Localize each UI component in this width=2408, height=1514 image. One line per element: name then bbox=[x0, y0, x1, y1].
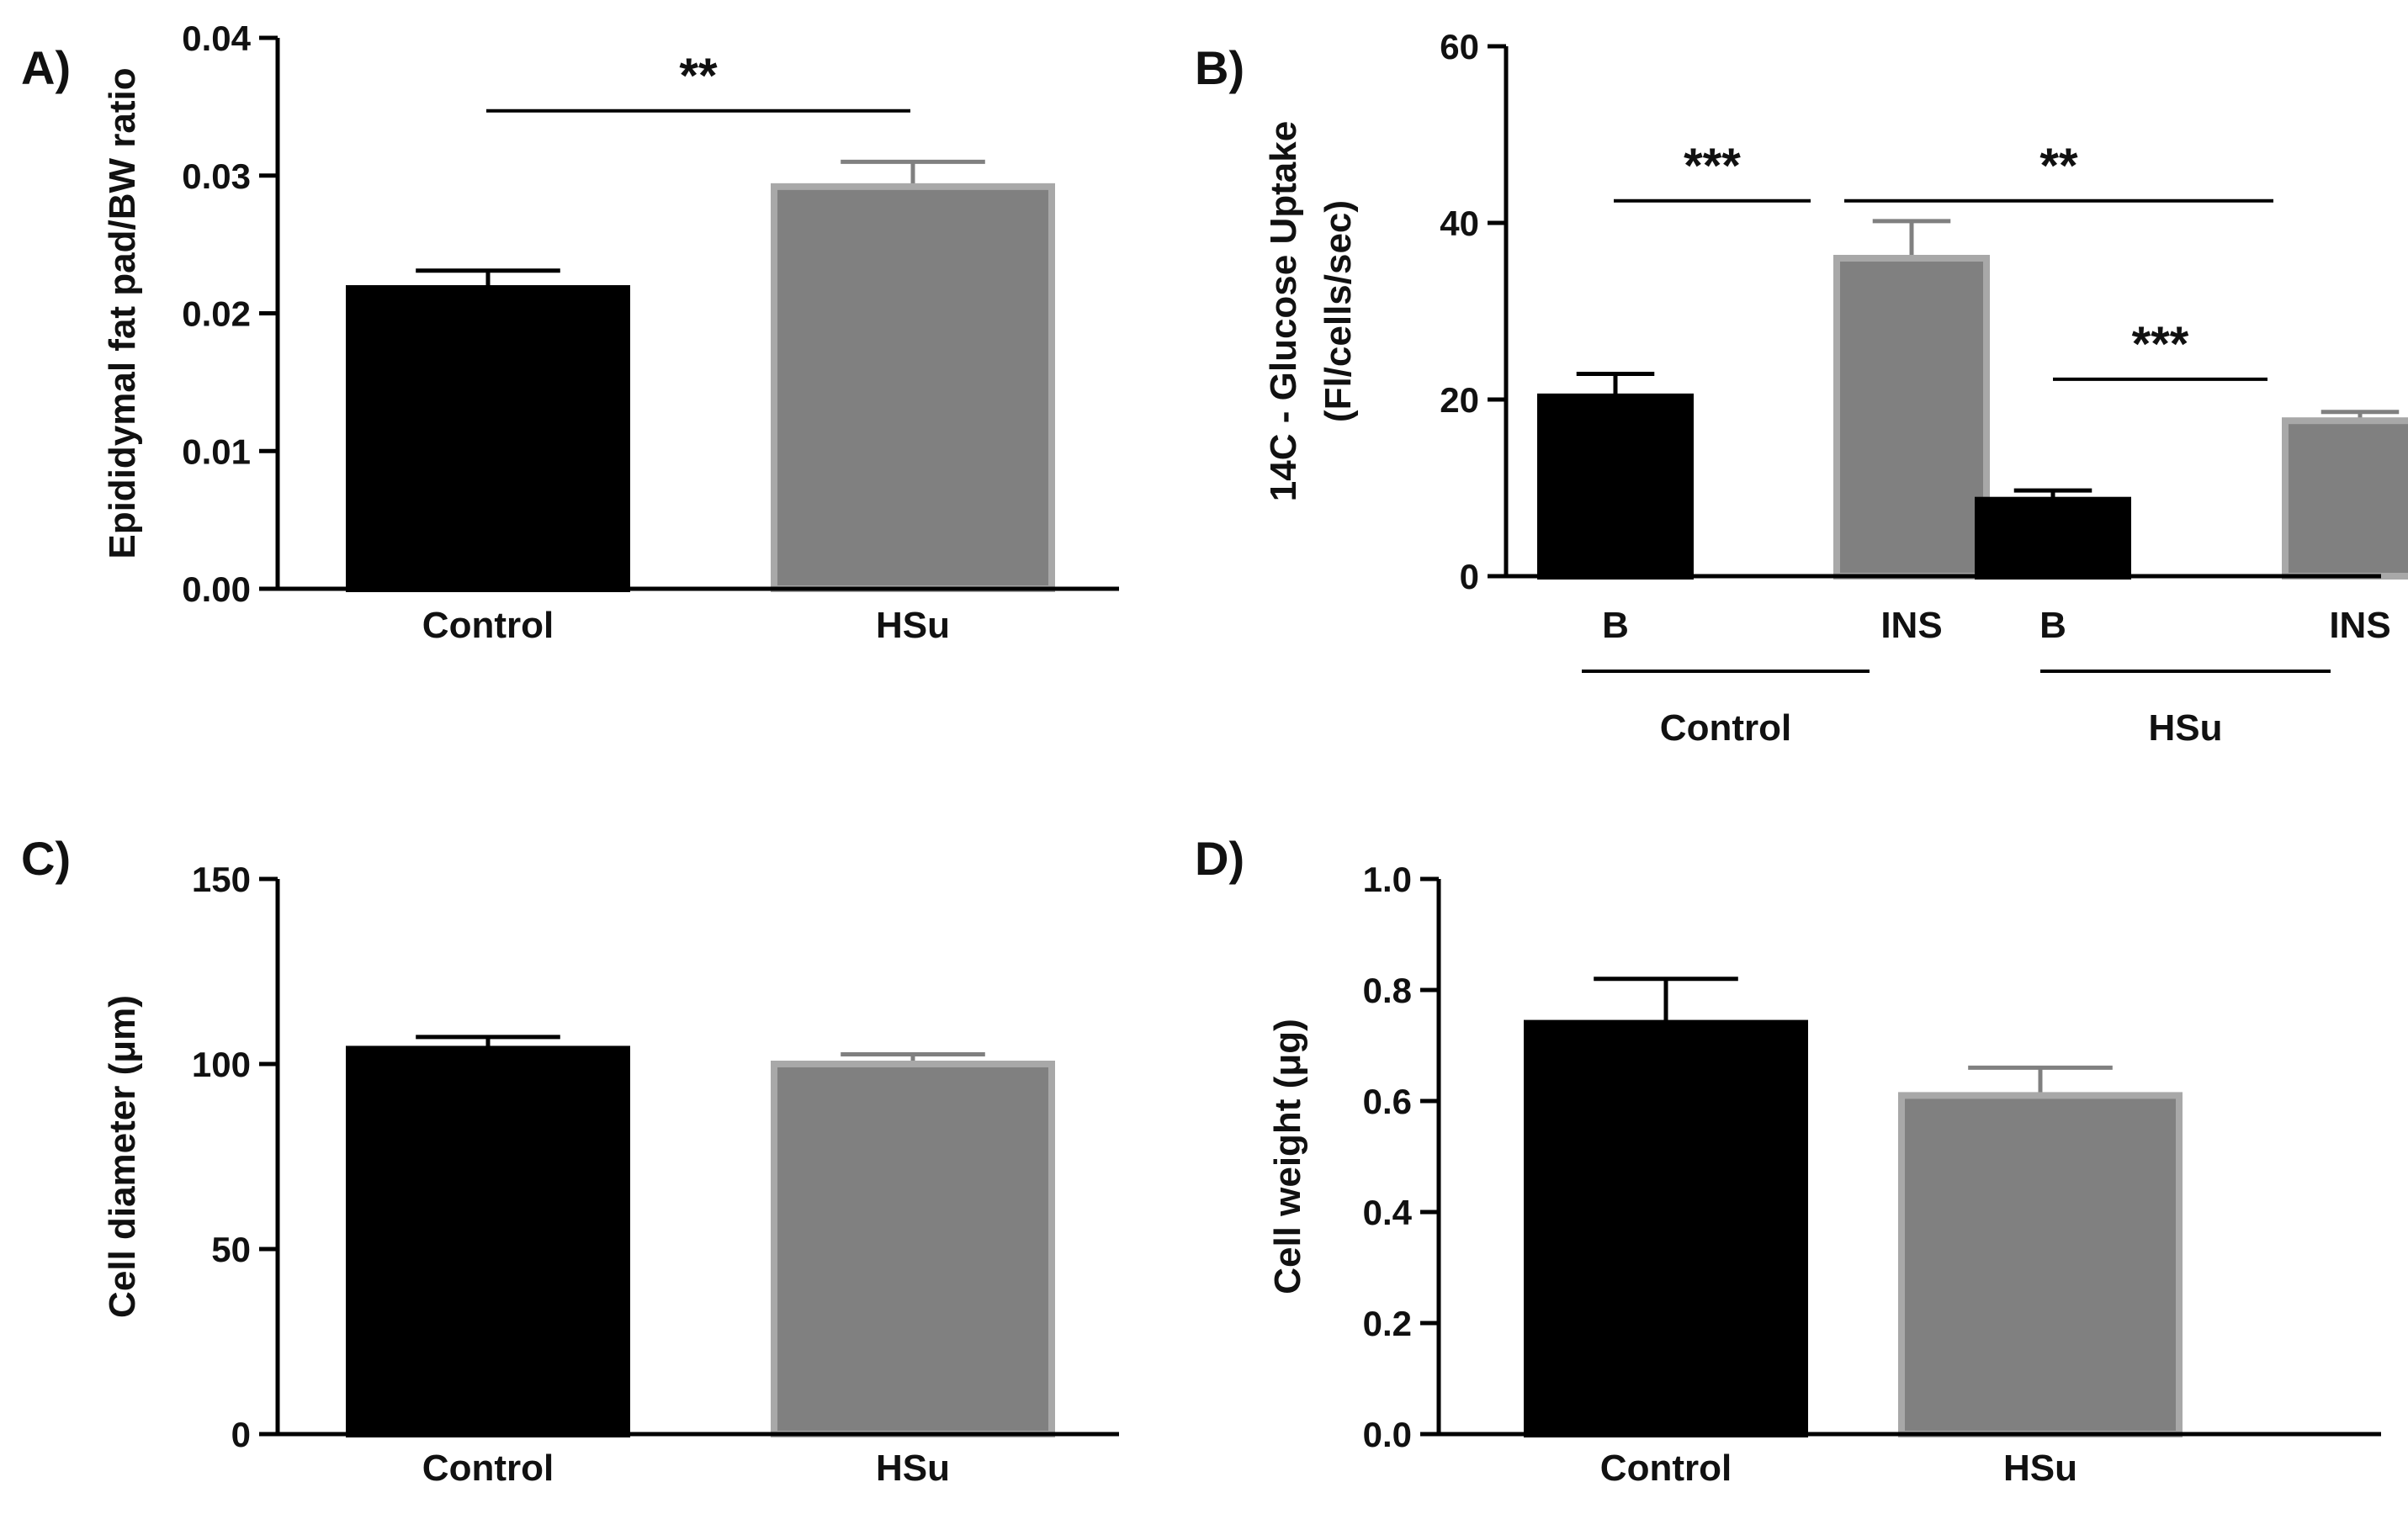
y-tick-label: 0.03 bbox=[182, 156, 251, 196]
y-axis-title: Cell diameter (μm) bbox=[102, 995, 143, 1318]
y-tick-label: 0.6 bbox=[1363, 1082, 1412, 1121]
category-label: HSu bbox=[876, 1448, 950, 1489]
panel-d: D) Cell weight (μg) Control HSu 0.0 0.2 0.4 0.6… bbox=[1195, 832, 2381, 1489]
y-axis-title-units: (Fl/cells/sec) bbox=[1318, 200, 1359, 422]
y-tick-label: 100 bbox=[192, 1045, 251, 1084]
y-tick-label: 60 bbox=[1440, 27, 1479, 66]
bar bbox=[1898, 1092, 2183, 1438]
y-tick-label: 0.8 bbox=[1363, 971, 1412, 1010]
bar bbox=[346, 285, 630, 592]
bar bbox=[1537, 393, 1694, 580]
bar bbox=[1524, 1019, 1808, 1437]
group-label: HSu bbox=[2149, 707, 2223, 749]
bar bbox=[2282, 417, 2408, 580]
group-label: Control bbox=[1660, 707, 1791, 749]
panel-letter: A) bbox=[21, 41, 71, 94]
y-tick-label: 0.4 bbox=[1363, 1193, 1413, 1232]
y-tick-label: 50 bbox=[211, 1230, 251, 1269]
y-axis-title: Cell weight (μg) bbox=[1267, 1019, 1308, 1294]
significance-label: ** bbox=[2039, 139, 2078, 193]
category-label: Control bbox=[1600, 1448, 1732, 1489]
bar bbox=[771, 1061, 1055, 1437]
significance-label: ** bbox=[679, 49, 718, 103]
y-tick-label: 150 bbox=[192, 860, 251, 899]
y-tick-label: 20 bbox=[1440, 380, 1479, 420]
category-label: Control bbox=[422, 1448, 554, 1489]
y-tick-label: 1.0 bbox=[1363, 860, 1412, 899]
y-tick-label: 0 bbox=[231, 1415, 251, 1454]
panel-letter: B) bbox=[1195, 41, 1244, 94]
category-label: INS bbox=[2329, 605, 2390, 646]
y-axis-title: Epididymal fat pad/BW ratio bbox=[102, 67, 143, 558]
category-label: INS bbox=[1880, 605, 1942, 646]
category-label: HSu bbox=[2003, 1448, 2077, 1489]
significance-label: *** bbox=[1684, 139, 1741, 193]
panel-letter: D) bbox=[1195, 832, 1244, 885]
y-tick-label: 0.04 bbox=[182, 19, 251, 58]
category-label: B bbox=[1602, 605, 1629, 646]
significance-label: *** bbox=[2132, 317, 2189, 372]
bar bbox=[1833, 255, 1990, 580]
y-tick-label: 0.02 bbox=[182, 294, 251, 334]
panel-b: B) 14C - Glucose Uptake (Fl/cells/sec) B INS… bbox=[1195, 27, 2408, 749]
y-tick-label: 0.2 bbox=[1363, 1304, 1412, 1343]
y-tick-label: 0 bbox=[1460, 557, 1479, 596]
bar bbox=[346, 1046, 630, 1438]
category-label: Control bbox=[422, 605, 554, 646]
y-axis-title: 14C - Glucose Uptake bbox=[1263, 121, 1304, 501]
y-tick-label: 0.00 bbox=[182, 569, 251, 609]
panel-a: A) Epididymal fat pad/BW ratio Control HSu 0… bbox=[21, 19, 1119, 646]
y-tick-label: 0.01 bbox=[182, 431, 251, 471]
bar bbox=[1975, 496, 2131, 580]
category-label: B bbox=[2039, 605, 2066, 646]
panel-c: C) Cell diameter (μm) Control HSu 0 50 100 150 bbox=[21, 832, 1119, 1489]
category-label: HSu bbox=[876, 605, 950, 646]
panel-letter: C) bbox=[21, 832, 71, 885]
y-tick-label: 0.0 bbox=[1363, 1415, 1412, 1454]
y-tick-label: 40 bbox=[1440, 204, 1479, 243]
bar bbox=[771, 183, 1055, 592]
